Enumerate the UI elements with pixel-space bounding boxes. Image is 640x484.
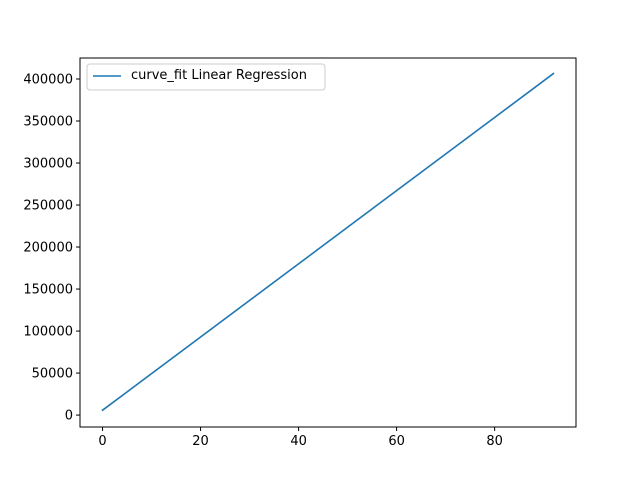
y-tick-label: 200000	[23, 241, 73, 256]
y-tick-label: 350000	[23, 115, 73, 130]
series-layer	[101, 72, 555, 412]
x-tick-label: 20	[192, 434, 209, 449]
y-axis: 0 50000 100000 150000 200000 250000 300000 3500…	[23, 73, 80, 424]
y-tick-label: 250000	[23, 199, 73, 214]
x-tick-label: 40	[290, 434, 307, 449]
x-tick-label: 80	[486, 434, 503, 449]
legend-label: curve_fit Linear Regression	[131, 68, 307, 83]
legend-box	[86, 63, 326, 91]
x-tick-label: 60	[388, 434, 405, 449]
x-axis: 0 20 40 60 80	[98, 427, 503, 449]
legend	[86, 63, 326, 91]
plot-frame	[79, 57, 577, 428]
y-tick-label: 300000	[23, 157, 73, 172]
y-tick-label: 50000	[32, 367, 73, 382]
x-tick-label: 0	[98, 434, 106, 449]
y-tick-label: 100000	[23, 325, 73, 340]
y-tick-label: 400000	[23, 73, 73, 88]
y-tick-label: 0	[65, 409, 73, 424]
series-line	[101, 72, 555, 412]
y-tick-label: 150000	[23, 283, 73, 298]
